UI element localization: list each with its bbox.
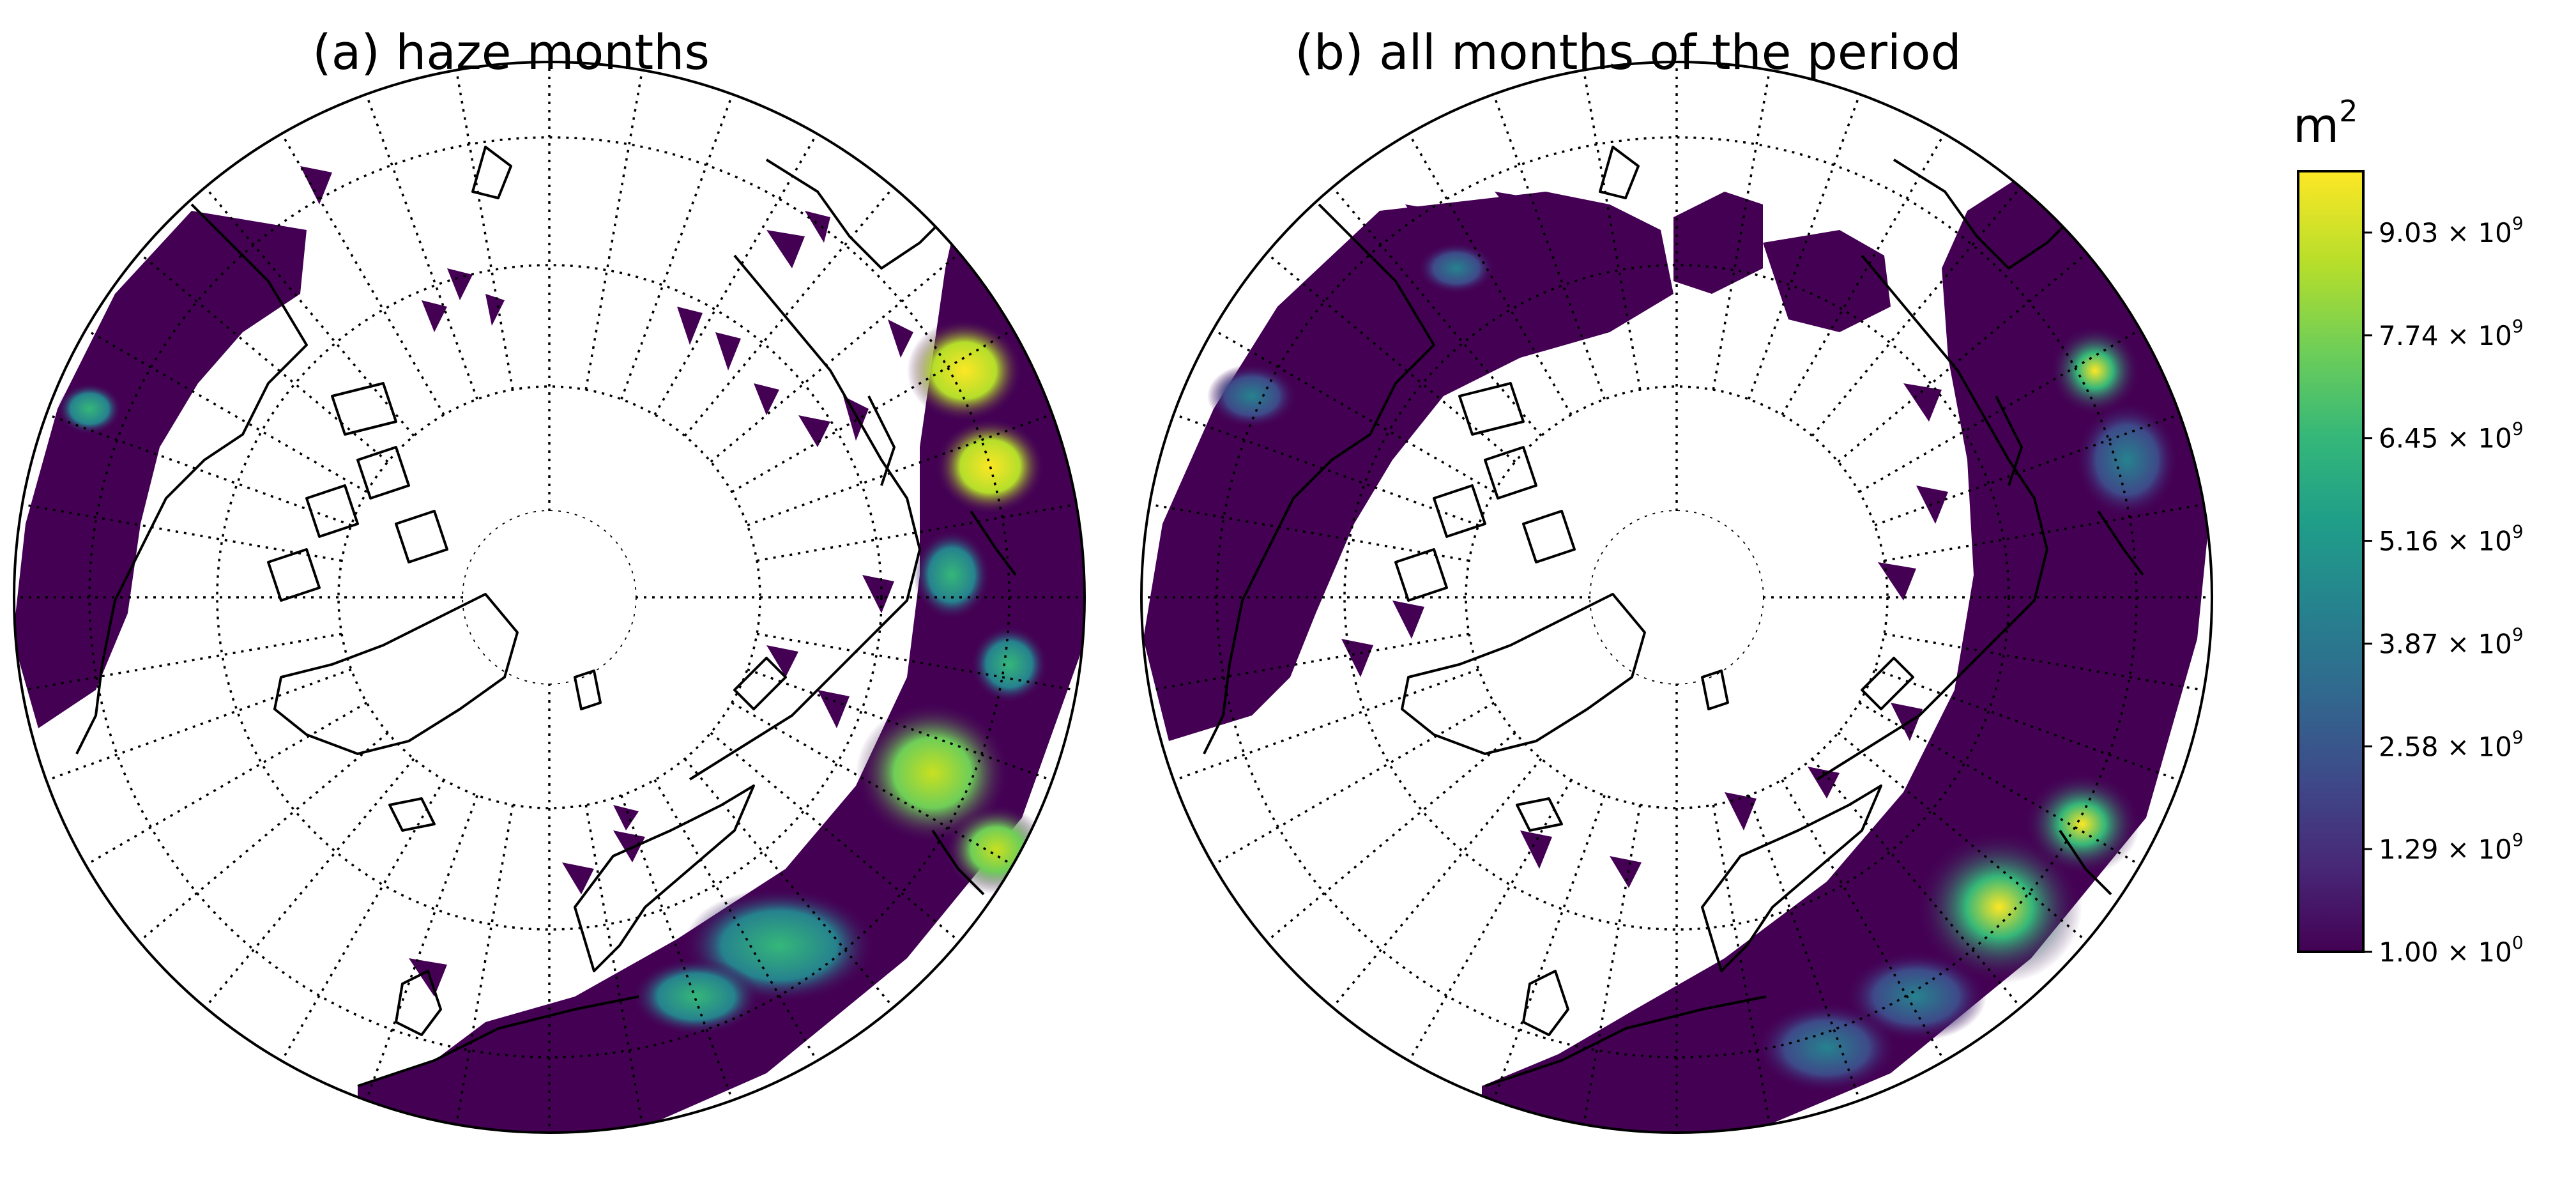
colorbar-tick-label: 7.74 × 109 xyxy=(2379,316,2524,351)
map-boundary-a xyxy=(13,61,1086,1134)
colorbar-ticks: 1.00 × 100 1.29 × 109 2.58 × 109 3.87 × 109… xyxy=(2363,213,2524,968)
map-boundary-b xyxy=(1140,61,2213,1134)
colorbar-tick-label: 2.58 × 109 xyxy=(2379,726,2524,762)
map-panel-all-months: (b) all months of the period xyxy=(1140,24,2213,1134)
meridian-line xyxy=(360,80,478,400)
colorbar-unit: m2 xyxy=(2293,94,2358,153)
coastlines-b xyxy=(1203,146,2144,1087)
data-field-a xyxy=(14,147,1085,1133)
colorbar-tick-label: 1.29 × 109 xyxy=(2379,829,2524,865)
colorbar-gradient xyxy=(2297,170,2365,953)
colorbar: m2 1.00 × 100 1.29 × 109 2.58 × 109 3.87 × … xyxy=(2293,94,2524,968)
coastlines-a xyxy=(75,146,1017,1087)
colorbar-tick-label: 3.87 × 109 xyxy=(2379,623,2524,659)
meridian-line xyxy=(452,62,514,390)
map-panel-haze-months: (a) haze months xyxy=(13,24,1086,1134)
colorbar-tick-label: 1.00 × 100 xyxy=(2379,932,2524,968)
pole-gap-b xyxy=(1590,511,1763,684)
colorbar-tick-label: 6.45 × 109 xyxy=(2379,418,2524,454)
colorbar-tick-label: 9.03 × 109 xyxy=(2379,213,2524,249)
meridian-line xyxy=(584,62,646,390)
pole-gap-a xyxy=(463,511,636,684)
colorbar-tick-label: 5.16 × 109 xyxy=(2379,521,2524,557)
panel-title-b: (b) all months of the period xyxy=(1295,24,1961,80)
meridian-line xyxy=(620,80,738,400)
